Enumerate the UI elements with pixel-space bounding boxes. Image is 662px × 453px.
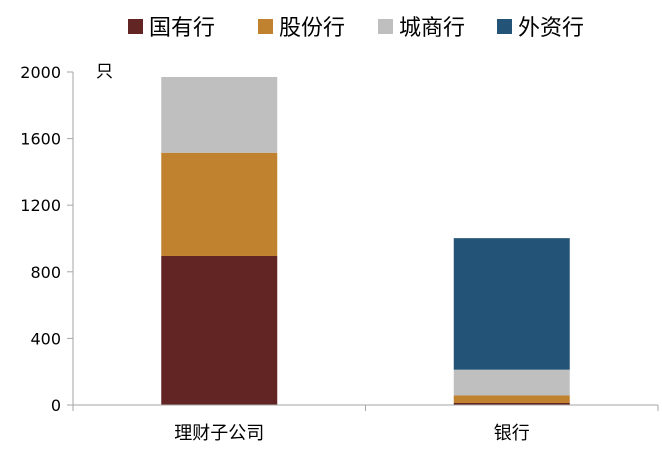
legend-label: 国有行 bbox=[149, 16, 215, 41]
bar-segment bbox=[453, 395, 570, 404]
legend-label: 城商行 bbox=[399, 16, 465, 41]
x-category-label: 银行 bbox=[494, 423, 530, 444]
legend-label: 外资行 bbox=[518, 16, 584, 41]
bar-segment bbox=[161, 255, 278, 405]
y-axis-unit-label: 只 bbox=[96, 62, 113, 82]
legend-swatch bbox=[378, 19, 393, 34]
legend-swatch bbox=[497, 19, 512, 34]
legend-label: 股份行 bbox=[279, 16, 345, 41]
y-tick-label: 0 bbox=[51, 396, 61, 415]
bar-segment bbox=[453, 403, 570, 405]
y-tick-label: 1200 bbox=[20, 196, 61, 215]
y-tick-label: 800 bbox=[30, 263, 61, 282]
y-tick-label: 2000 bbox=[20, 63, 61, 82]
y-axis: 0 400 800 1200 1600 2000 bbox=[20, 63, 74, 415]
y-tick-label: 400 bbox=[30, 329, 61, 348]
bars bbox=[161, 76, 570, 405]
bar-segment bbox=[453, 369, 570, 396]
bar-segment bbox=[161, 152, 278, 256]
legend-swatch bbox=[258, 19, 273, 34]
bar-segment bbox=[453, 238, 570, 370]
legend: 国有行 股份行 城商行 外资行 bbox=[128, 16, 584, 41]
x-axis: 理财子公司 银行 bbox=[72, 404, 659, 444]
legend-swatch bbox=[128, 19, 143, 34]
bar-segment bbox=[161, 76, 278, 153]
y-tick-label: 1600 bbox=[20, 130, 61, 149]
x-category-label: 理财子公司 bbox=[174, 423, 264, 444]
